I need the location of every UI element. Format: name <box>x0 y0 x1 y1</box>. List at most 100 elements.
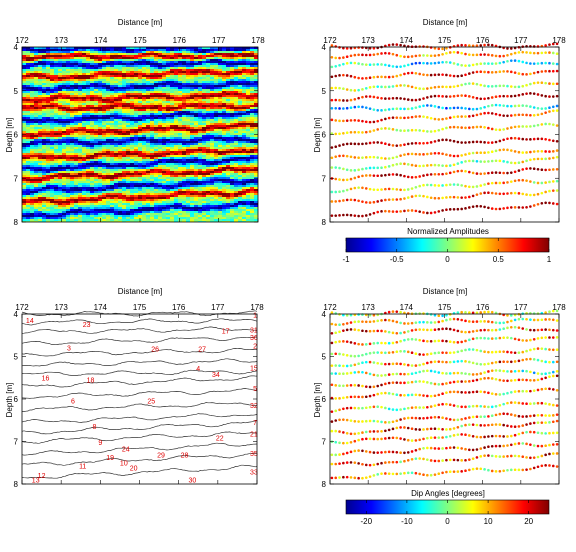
seismic-cell <box>50 55 55 58</box>
seismic-cell <box>178 57 183 60</box>
seismic-cell <box>226 145 231 148</box>
seismic-cell <box>178 127 183 130</box>
seismic-cell <box>58 167 63 170</box>
seismic-cell <box>30 79 35 82</box>
seismic-cell <box>182 181 187 184</box>
seismic-cell <box>86 83 91 86</box>
seismic-cell <box>46 95 51 98</box>
seismic-cell <box>58 113 63 116</box>
seismic-cell <box>146 129 151 132</box>
seismic-cell <box>82 191 87 194</box>
seismic-cell <box>186 85 191 88</box>
seismic-cell <box>38 97 43 100</box>
seismic-cell <box>142 63 147 66</box>
seismic-cell <box>218 91 223 94</box>
seismic-cell <box>102 193 107 196</box>
seismic-cell <box>62 153 67 156</box>
seismic-cell <box>162 135 167 138</box>
seismic-cell <box>38 181 43 184</box>
seismic-cell <box>250 207 255 210</box>
seismic-cell <box>138 179 143 182</box>
seismic-cell <box>150 175 155 178</box>
seismic-cell <box>94 183 99 186</box>
seismic-cell <box>226 61 231 64</box>
seismic-cell <box>242 179 247 182</box>
seismic-cell <box>134 141 139 144</box>
seismic-cell <box>230 123 235 126</box>
seismic-cell <box>134 81 139 84</box>
seismic-cell <box>182 91 187 94</box>
seismic-cell <box>114 85 119 88</box>
seismic-cell <box>38 125 43 128</box>
seismic-cell <box>210 51 215 54</box>
seismic-cell <box>118 213 123 216</box>
seismic-cell <box>206 119 211 122</box>
seismic-cell <box>70 69 75 72</box>
seismic-cell <box>114 133 119 136</box>
seismic-cell <box>250 123 255 126</box>
seismic-cell <box>162 49 167 52</box>
seismic-cell <box>238 67 243 70</box>
seismic-cell <box>114 109 119 112</box>
seismic-cell <box>178 117 183 120</box>
seismic-cell <box>158 173 163 176</box>
seismic-cell <box>94 97 99 100</box>
seismic-cell <box>206 207 211 210</box>
seismic-cell <box>234 73 239 76</box>
seismic-cell <box>114 87 119 90</box>
seismic-cell <box>122 183 127 186</box>
seismic-cell <box>66 83 71 86</box>
seismic-cell <box>42 99 47 102</box>
seismic-cell <box>134 177 139 180</box>
seismic-cell <box>66 51 71 54</box>
seismic-cell <box>150 203 155 206</box>
seismic-cell <box>206 111 211 114</box>
seismic-cell <box>154 161 159 164</box>
seismic-cell <box>194 91 199 94</box>
seismic-cell <box>102 47 107 50</box>
seismic-cell <box>202 161 207 164</box>
seismic-cell <box>222 67 227 70</box>
seismic-cell <box>246 63 251 66</box>
seismic-cell <box>114 195 119 198</box>
seismic-cell <box>198 129 203 132</box>
seismic-cell <box>194 71 199 74</box>
seismic-cell <box>170 131 175 134</box>
seismic-cell <box>110 97 115 100</box>
seismic-cell <box>142 149 147 152</box>
seismic-cell <box>194 69 199 72</box>
seismic-cell <box>50 49 55 52</box>
seismic-cell <box>170 167 175 170</box>
seismic-cell <box>154 165 159 168</box>
seismic-cell <box>58 115 63 118</box>
seismic-cell <box>118 173 123 176</box>
seismic-cell <box>238 97 243 100</box>
seismic-cell <box>230 69 235 72</box>
seismic-cell <box>218 123 223 126</box>
seismic-cell <box>54 129 59 132</box>
seismic-cell <box>106 149 111 152</box>
seismic-cell <box>34 143 39 146</box>
seismic-cell <box>162 163 167 166</box>
seismic-cell <box>166 141 171 144</box>
seismic-cell <box>250 99 255 102</box>
seismic-cell <box>118 181 123 184</box>
seismic-cell <box>210 129 215 132</box>
seismic-cell <box>198 205 203 208</box>
seismic-cell <box>170 85 175 88</box>
seismic-cell <box>182 115 187 118</box>
seismic-cell <box>158 93 163 96</box>
seismic-cell <box>42 135 47 138</box>
seismic-cell <box>210 165 215 168</box>
seismic-cell <box>206 113 211 116</box>
seismic-cell <box>114 203 119 206</box>
seismic-cell <box>182 53 187 56</box>
seismic-cell <box>198 143 203 146</box>
seismic-cell <box>150 121 155 124</box>
seismic-cell <box>202 127 207 130</box>
seismic-cell <box>154 215 159 218</box>
seismic-cell <box>34 81 39 84</box>
seismic-cell <box>38 133 43 136</box>
seismic-cell <box>78 133 83 136</box>
seismic-cell <box>234 115 239 118</box>
